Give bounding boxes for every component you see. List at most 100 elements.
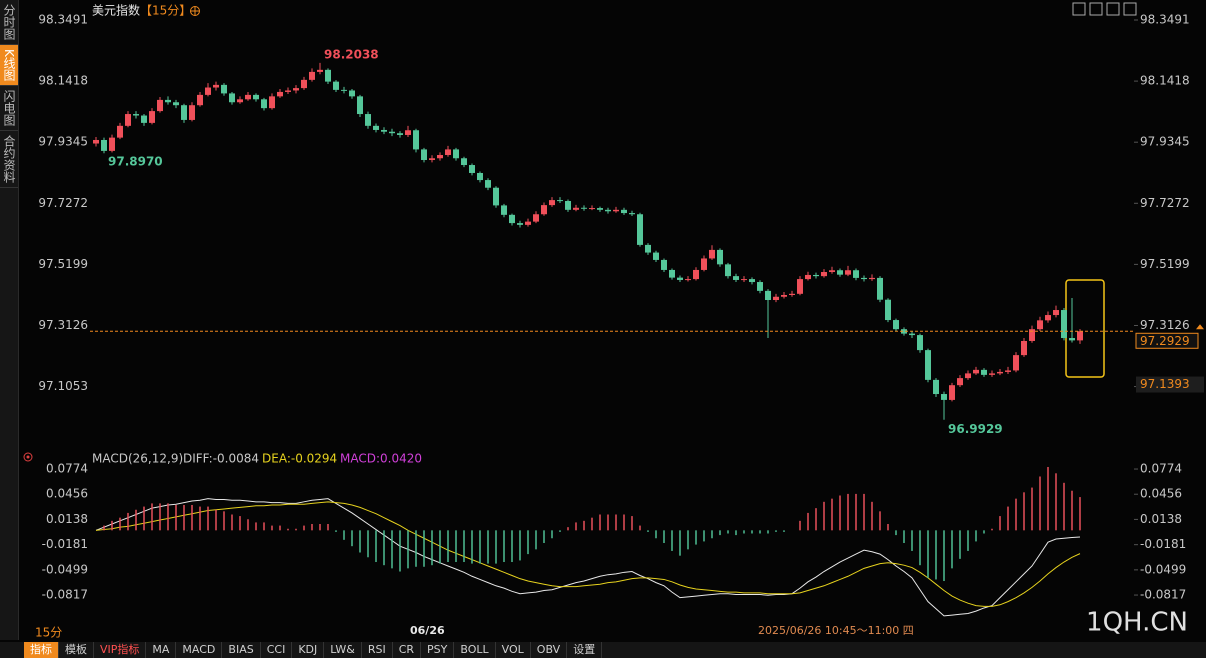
macd-icon — [23, 452, 33, 462]
candle-body — [101, 139, 107, 151]
candle-body — [181, 105, 187, 120]
toolbar-item[interactable]: CR — [393, 642, 422, 658]
candle-body — [837, 270, 843, 275]
y-tick-label: 97.7272 — [38, 196, 88, 210]
candle-body — [301, 79, 307, 89]
macd-line — [95, 501, 1081, 607]
candle-body — [1037, 320, 1043, 330]
toolbar-item[interactable]: BOLL — [454, 642, 496, 658]
candle-body — [965, 373, 971, 379]
candle-body — [253, 94, 259, 100]
y-tick-label: 97.1053 — [38, 379, 88, 393]
candle-body — [533, 214, 539, 222]
add-icon[interactable] — [190, 6, 200, 16]
candle-body — [493, 187, 499, 206]
candle-body — [933, 379, 939, 395]
y-tick-label: 98.3491 — [38, 13, 88, 27]
y-tick-label: -0.0499 — [42, 562, 88, 576]
candle-body — [709, 249, 715, 259]
candle-body — [149, 111, 155, 123]
candle-body — [869, 277, 875, 280]
candle-body — [909, 333, 915, 336]
candle-body — [317, 69, 323, 72]
toolbar-item[interactable]: 指标 — [24, 642, 59, 658]
candle-body — [205, 87, 211, 95]
candle-body — [733, 276, 739, 280]
candle-body — [125, 114, 131, 126]
candle-body — [741, 279, 747, 281]
toolbar-item[interactable]: 设置 — [567, 642, 603, 658]
candle-body — [1045, 315, 1051, 321]
toolbar-item[interactable]: CCI — [261, 642, 293, 658]
period: 【15分】 — [140, 4, 191, 18]
candle-body — [621, 209, 627, 214]
toolbar-item[interactable]: LW& — [324, 642, 362, 658]
marker-price: 97.1393 — [1140, 377, 1190, 391]
toolbar-item[interactable]: VOL — [496, 642, 531, 658]
y-tick-label: -0.0817 — [1140, 588, 1186, 602]
candle-body — [749, 279, 755, 283]
candle-body — [549, 200, 555, 206]
watermark: 1QH.CN — [1086, 608, 1188, 638]
candle-body — [333, 81, 339, 90]
toolbar-item[interactable]: PSY — [421, 642, 455, 658]
candle-body — [157, 99, 163, 112]
candle-body — [197, 94, 203, 106]
candle-body — [1013, 355, 1019, 371]
candle-body — [645, 244, 651, 253]
candle-body — [341, 89, 347, 91]
toolbar-item[interactable]: MACD — [176, 642, 223, 658]
chart-title: 美元指数 — [92, 3, 140, 18]
date-label: 06/26 — [410, 624, 445, 637]
tab[interactable]: K线图 — [0, 45, 18, 86]
y-tick-label: 0.0774 — [46, 462, 88, 476]
candle-body — [213, 84, 219, 88]
y-tick-label: 98.1418 — [1140, 74, 1190, 88]
candle-body — [605, 209, 611, 212]
candle-body — [797, 279, 803, 294]
toolbar-item[interactable]: VIP指标 — [94, 642, 147, 658]
candle-body — [629, 213, 635, 215]
candle-body — [229, 93, 235, 103]
candle-body — [173, 102, 179, 106]
tab[interactable]: 合约资料 — [0, 131, 18, 188]
last-price: 97.2929 — [1140, 334, 1190, 348]
candle-body — [309, 71, 315, 80]
candle-body — [397, 133, 403, 135]
toolbar-item[interactable]: MA — [146, 642, 177, 658]
candle-body — [357, 96, 363, 115]
candle-body — [765, 290, 771, 301]
candle-body — [693, 269, 699, 280]
toolbar-item[interactable]: BIAS — [222, 642, 261, 658]
window-icons[interactable] — [1072, 2, 1137, 16]
macd-line — [95, 498, 1081, 617]
candle-body — [677, 277, 683, 280]
candle-body — [925, 350, 931, 380]
candle-body — [661, 259, 667, 270]
y-tick-label: 97.5199 — [1140, 257, 1190, 271]
candle-body — [245, 94, 251, 100]
candle-body — [957, 378, 963, 386]
toolbar-item[interactable]: 模板 — [59, 642, 94, 658]
tab[interactable]: 分时图 — [0, 0, 18, 45]
candle-body — [885, 299, 891, 321]
candle-body — [877, 277, 883, 300]
low-label: 97.8970 — [108, 155, 163, 169]
toolbar-item[interactable]: RSI — [362, 642, 393, 658]
candle-body — [805, 274, 811, 280]
y-tick-label: 0.0774 — [1140, 462, 1182, 476]
toolbar-item[interactable]: KDJ — [292, 642, 325, 658]
period-label: 15分 — [35, 626, 62, 640]
candle-body — [565, 200, 571, 210]
candle-body — [1069, 338, 1075, 341]
candle-body — [285, 90, 291, 92]
y-tick-label: -0.0817 — [42, 588, 88, 602]
candle-body — [373, 125, 379, 130]
candle-body — [701, 258, 707, 270]
candle-body — [557, 200, 563, 202]
toolbar-item[interactable]: OBV — [531, 642, 568, 658]
tab[interactable]: 闪电图 — [0, 86, 18, 131]
candle-body — [949, 385, 955, 400]
candle-body — [573, 207, 579, 210]
candle-body — [861, 277, 867, 280]
